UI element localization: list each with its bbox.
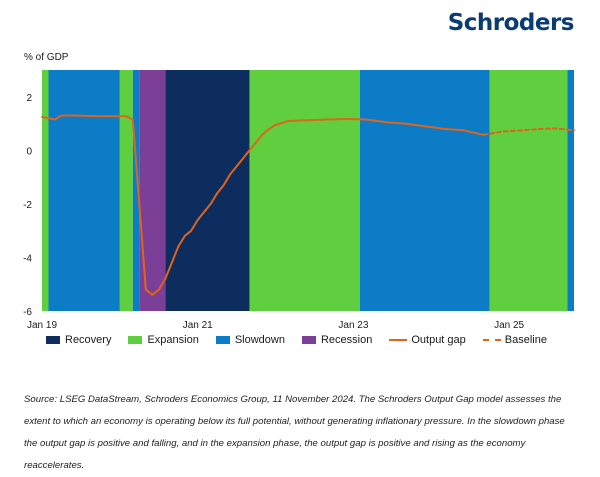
y-tick-label-4: -6 xyxy=(23,307,32,318)
legend-swatch-recession xyxy=(301,336,316,344)
series-line-baseline xyxy=(482,127,575,136)
phase-band-slowdown-7 xyxy=(359,70,490,311)
phase-band-expansion-0 xyxy=(42,70,49,311)
legend-swatch-recovery xyxy=(46,336,60,344)
schroders-logo: Schroders xyxy=(447,10,575,36)
x-tick-label-0: Jan 19 xyxy=(27,320,57,331)
legend-item-recovery: Recovery xyxy=(46,334,111,346)
phase-band-slowdown-3 xyxy=(132,70,140,311)
y-axis-label: % of GDP xyxy=(24,52,69,63)
legend-label-baseline: Baseline xyxy=(504,334,547,346)
legend-line-baseline xyxy=(482,339,501,341)
y-tick-label-2: -2 xyxy=(23,200,32,211)
legend-item-baseline: Baseline xyxy=(482,334,547,346)
x-tick-label-1: Jan 21 xyxy=(183,320,213,331)
phase-band-expansion-8 xyxy=(489,70,568,311)
legend: Recovery Expansion Slowdown Recession Ou… xyxy=(46,334,564,346)
y-tick-label-0: 2 xyxy=(26,93,32,104)
y-tick-label-1: 0 xyxy=(26,146,32,157)
phase-band-slowdown-1 xyxy=(48,70,120,311)
phase-band-expansion-2 xyxy=(119,70,133,311)
legend-label-output-gap: Output gap xyxy=(411,334,466,346)
source-note: Source: LSEG DataStream, Schroders Econo… xyxy=(24,394,565,471)
legend-swatch-expansion xyxy=(128,336,143,344)
legend-line-output-gap xyxy=(389,339,408,341)
legend-label-slowdown: Slowdown xyxy=(234,334,285,346)
phase-band-expansion-6 xyxy=(249,70,360,311)
phase-band-recovery-5 xyxy=(165,70,250,311)
legend-item-expansion: Expansion xyxy=(128,334,199,346)
y-tick-label-3: -4 xyxy=(23,253,32,264)
legend-item-slowdown: Slowdown xyxy=(215,334,285,346)
legend-item-recession: Recession xyxy=(301,334,373,346)
legend-item-output-gap: Output gap xyxy=(389,334,466,346)
phase-band-slowdown-9 xyxy=(567,70,574,311)
x-tick-label-3: Jan 25 xyxy=(494,320,524,331)
x-tick-label-2: Jan 23 xyxy=(338,320,368,331)
output-gap-chart: 2 0 -2 -4 -6 Jan 19 Jan 21 Jan 23 Jan 25 xyxy=(23,70,575,331)
series-line-output-gap xyxy=(41,114,485,296)
legend-label-recession: Recession xyxy=(320,334,373,346)
legend-swatch-slowdown xyxy=(215,336,230,344)
legend-label-expansion: Expansion xyxy=(147,334,199,346)
legend-label-recovery: Recovery xyxy=(65,334,112,346)
phase-band-recession-4 xyxy=(139,70,166,311)
